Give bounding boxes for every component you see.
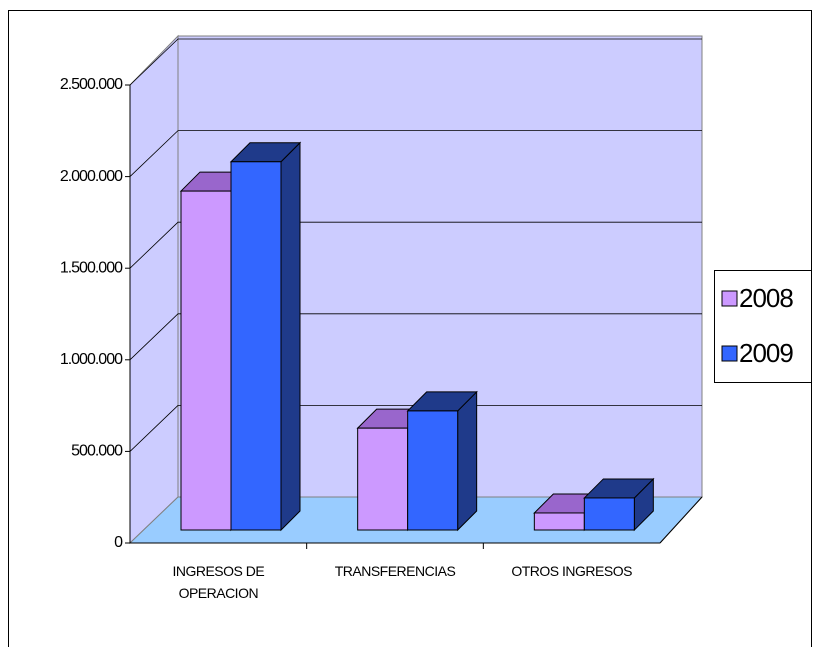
bar — [230, 161, 282, 531]
side-wall — [129, 34, 179, 545]
legend-swatch — [721, 290, 738, 307]
bar — [407, 410, 459, 531]
legend-label: 2009 — [739, 338, 793, 368]
x-tick-label: TRANSFERENCIAS — [334, 563, 456, 579]
grid-line — [129, 313, 702, 361]
bar-side — [280, 141, 301, 532]
legend-swatch — [721, 345, 738, 362]
legend-label: 2008 — [739, 283, 793, 313]
bar — [533, 512, 585, 531]
x-tick-label: INGRESOS DE OPERACION — [172, 563, 265, 601]
grid-line — [129, 38, 702, 86]
y-tick-label: 2.500.000 — [60, 76, 123, 93]
y-tick-label: 500.000 — [71, 443, 123, 460]
bar — [180, 190, 232, 531]
bar — [583, 497, 635, 531]
x-tick-label: OTROS INGRESOS — [511, 563, 632, 579]
y-tick-label: 0 — [114, 534, 123, 551]
legend — [714, 270, 812, 383]
y-tick-label: 2.000.000 — [60, 168, 123, 185]
y-tick-label: 1.000.000 — [60, 351, 123, 368]
grid-line — [129, 130, 702, 177]
y-tick-label: 1.500.000 — [60, 259, 123, 276]
grid-line — [129, 221, 702, 269]
floor-edge — [659, 496, 703, 544]
bar-side — [457, 390, 478, 532]
grid-line — [129, 404, 702, 452]
bar — [357, 427, 409, 531]
